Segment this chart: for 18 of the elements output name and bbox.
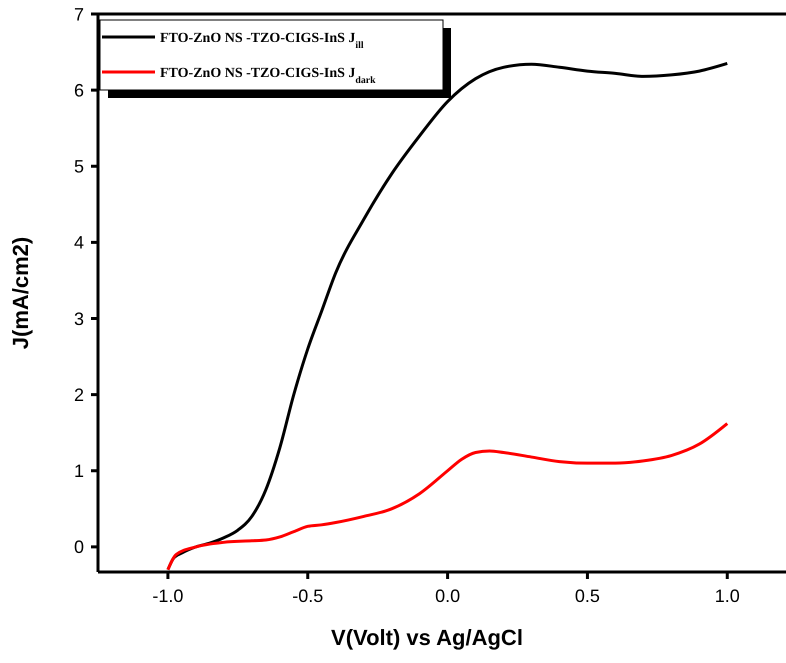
y-axis-title: J(mA/cm2)	[8, 236, 33, 350]
x-tick-label: 0.0	[435, 586, 460, 606]
y-tick-label: 5	[74, 156, 84, 177]
line-series	[166, 422, 729, 572]
legend-label: FTO-ZnO NS -TZO-CIGS-InS J$_{ill}$	[160, 31, 364, 50]
x-tick-label: 1.0	[714, 586, 740, 606]
y-tick-label: 3	[74, 308, 84, 329]
y-tick-label: 0	[74, 537, 84, 558]
y-tick-label: 4	[74, 232, 84, 253]
y-tick-label: 6	[74, 80, 84, 100]
legend-label: FTO-ZnO NS -TZO-CIGS-InS J$_{dark}$	[160, 66, 376, 86]
x-axis-title: V(Volt) vs Ag/AgCl	[331, 625, 523, 650]
y-tick-label: 1	[74, 461, 84, 482]
x-tick-label: 0.5	[574, 586, 600, 606]
y-tick-label: 7	[74, 4, 84, 24]
x-tick-label: -0.5	[292, 586, 324, 606]
x-tick-label: -1.0	[152, 586, 184, 606]
y-tick-label: 2	[74, 384, 84, 405]
